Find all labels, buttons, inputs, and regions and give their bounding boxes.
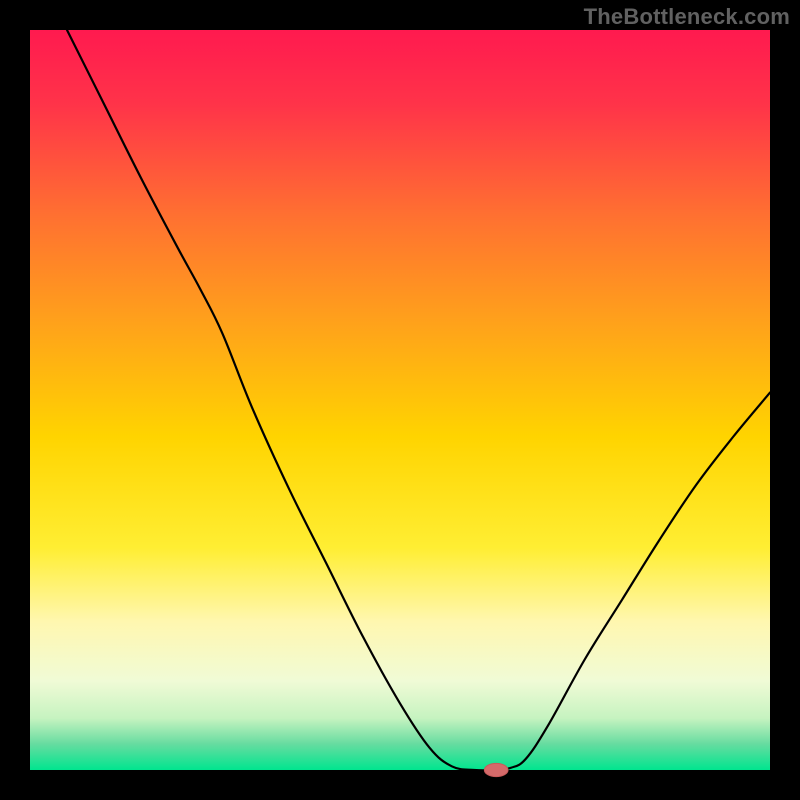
watermark-text: TheBottleneck.com	[584, 4, 790, 30]
optimal-marker	[484, 763, 508, 776]
gradient-background	[30, 30, 770, 770]
bottleneck-chart	[0, 0, 800, 800]
